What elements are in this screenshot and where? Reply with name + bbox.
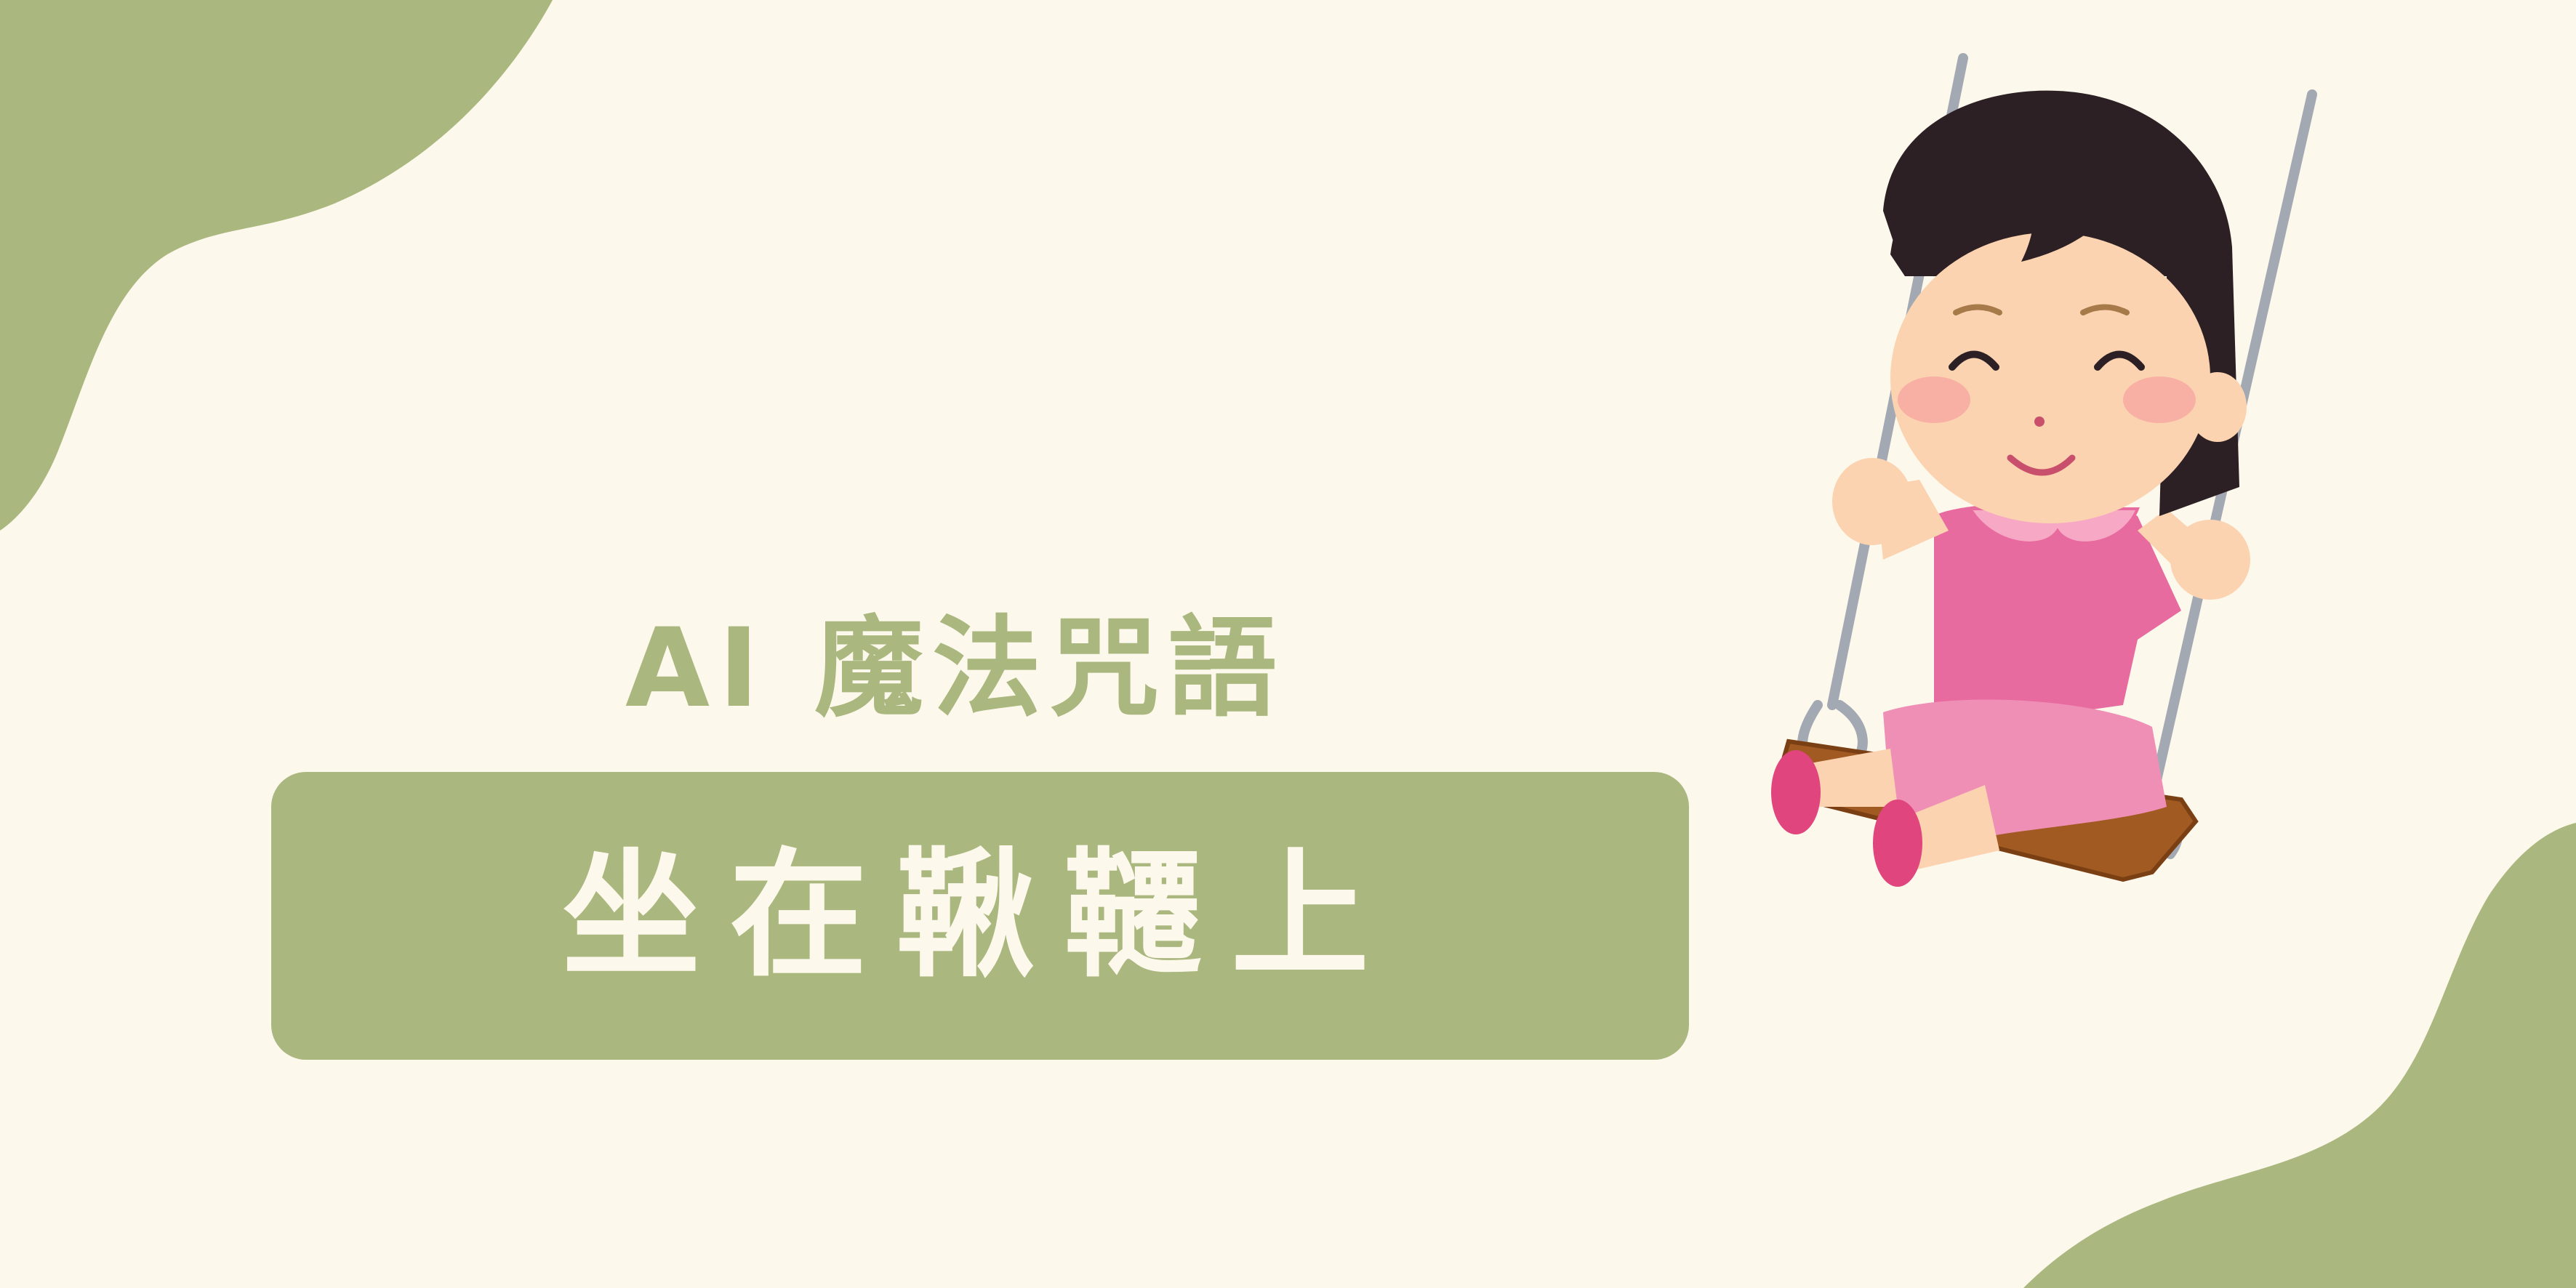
girl-hand-right (2170, 520, 2250, 600)
girl-eyebrow-right (2080, 304, 2130, 315)
girl-eye-right (2094, 350, 2145, 371)
subtitle-heading: AI 魔法咒語 (625, 605, 1286, 732)
decorative-blob-top-left (0, 0, 553, 531)
girl-dress (1934, 502, 2181, 720)
girl-eye-left (1949, 350, 1999, 371)
girl-leg-right (1905, 785, 1999, 872)
title-banner: 坐在鞦韆上 (271, 772, 1689, 1060)
girl-mouth (2007, 454, 2076, 476)
girl-hand-left (1832, 458, 1912, 545)
girl-cheek-right (2123, 377, 2196, 423)
girl-cheek-left (1898, 377, 1970, 423)
girl-nose (2034, 416, 2045, 427)
girl-shoe-left (1771, 750, 1821, 834)
girl-hair-bangs (1890, 122, 2218, 276)
girl-on-swing-illustration (1771, 53, 2317, 887)
girl-leg-left (1803, 749, 1898, 807)
girl-shoe-right (1873, 800, 1922, 887)
decorative-blob-bottom-right (2023, 823, 2576, 1288)
girl-eyebrow-left (1953, 304, 2002, 315)
title-text: 坐在鞦韆上 (561, 835, 1398, 996)
girl-ear (2188, 372, 2247, 442)
